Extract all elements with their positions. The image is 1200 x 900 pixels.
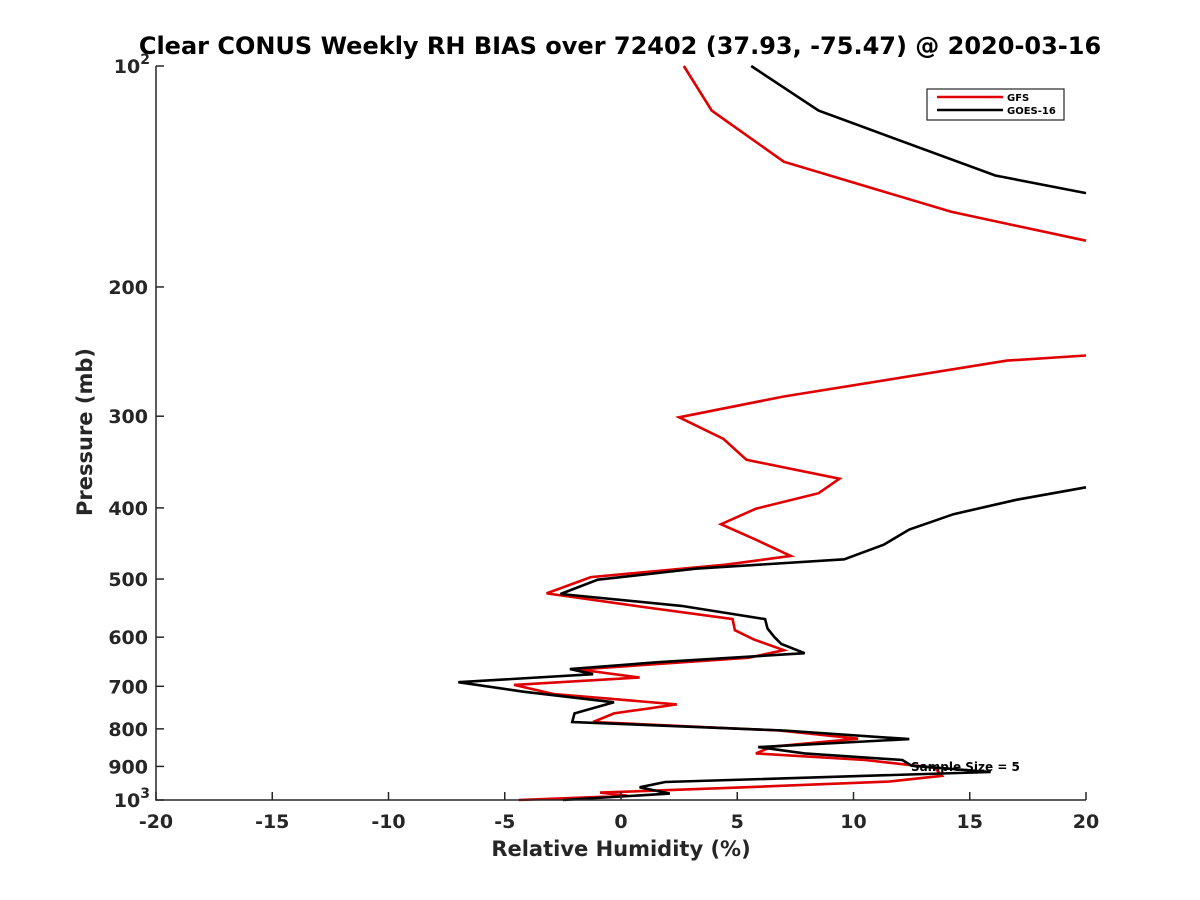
- y-tick-label: 900: [108, 756, 148, 778]
- x-tick-label: -10: [371, 811, 405, 833]
- plot-area: -20 -15 -10 -5 0 5 10 15 20 102 200 300 400 500 600 70…: [108, 52, 1099, 833]
- y-tick-label: 300: [108, 406, 148, 428]
- y-axis-ticks: 102 200 300 400 500 600 700 800 900 103: [108, 52, 164, 812]
- x-axis-ticks: -20 -15 -10 -5 0 5 10 15 20: [139, 792, 1099, 833]
- sample-size-annotation: Sample Size = 5: [911, 760, 1020, 774]
- x-axis-label: Relative Humidity (%): [491, 837, 750, 861]
- y-axis-label: Pressure (mb): [73, 348, 97, 516]
- x-tick-label: 20: [1073, 811, 1099, 833]
- y-tick-label: 600: [108, 627, 148, 649]
- legend-label-goes16: GOES-16: [1007, 106, 1056, 117]
- x-tick-label: -15: [255, 811, 289, 833]
- axes-background: [156, 66, 1086, 800]
- x-tick-label: 10: [840, 811, 866, 833]
- y-tick-label: 500: [108, 569, 148, 591]
- x-tick-label: 15: [957, 811, 983, 833]
- x-tick-label: 5: [731, 811, 744, 833]
- y-tick-label: 102: [114, 52, 150, 78]
- series-line-goes16-part-1: [750, 64, 1087, 195]
- series-line-goes16-part-2: [458, 486, 1087, 802]
- y-tick-label: 700: [108, 676, 148, 698]
- legend-box: [926, 88, 1065, 121]
- y-tick-label: 103: [114, 786, 150, 812]
- series-layer: [458, 64, 1087, 802]
- x-tick-label: 0: [614, 811, 627, 833]
- x-tick-label: -20: [139, 811, 173, 833]
- y-tick-label: 800: [108, 719, 148, 741]
- legend: GFS GOES-16: [926, 88, 1065, 121]
- series-line-gfs-part-2: [513, 354, 1087, 802]
- series-line-gfs-part-1: [682, 65, 1087, 242]
- y-tick-label: 400: [108, 498, 148, 520]
- legend-label-gfs: GFS: [1007, 93, 1029, 104]
- y-tick-label: 200: [108, 277, 148, 299]
- chart-title: Clear CONUS Weekly RH BIAS over 72402 (3…: [139, 32, 1101, 60]
- x-tick-label: -5: [494, 811, 515, 833]
